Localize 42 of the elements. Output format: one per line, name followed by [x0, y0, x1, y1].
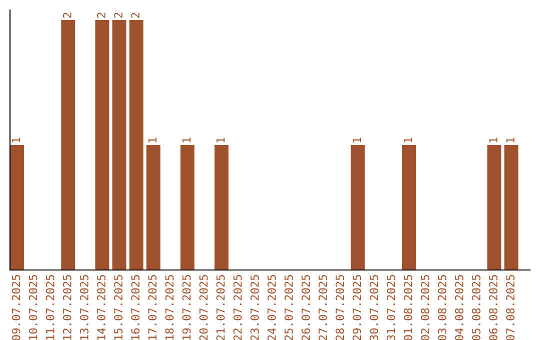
x-tick-label: 05.08.2025: [472, 275, 480, 340]
data-label: 1: [489, 138, 498, 142]
x-tick-label: 16.07.2025: [131, 275, 140, 340]
x-tick-label: 24.07.2025: [267, 275, 276, 340]
x-tick-label: 31.07.2025: [386, 275, 396, 340]
x-tick-label: 21.07.2025: [216, 275, 225, 340]
x-tick-label: 10.07.2025: [28, 275, 38, 340]
data-label: 1: [216, 138, 225, 142]
x-tick-label: 13.07.2025: [80, 275, 88, 340]
data-label: 1: [404, 138, 412, 142]
x-tick-label: 14.07.2025: [97, 275, 106, 340]
x-tick-label: 03.08.2025: [438, 275, 446, 340]
data-label: 1: [12, 138, 20, 142]
x-tick-label: 09.07.2025: [12, 275, 20, 340]
x-tick-label: 23.07.2025: [250, 275, 259, 340]
x-tick-label: 26.07.2025: [302, 275, 310, 340]
x-tick-label: 29.07.2025: [352, 275, 362, 340]
x-tick-label: 06.08.2025: [489, 275, 498, 340]
x-tick-label: 20.07.2025: [199, 275, 208, 340]
x-tick-label: 18.07.2025: [165, 275, 174, 340]
x-tick-label: 27.07.2025: [318, 275, 328, 340]
x-tick-label: 28.07.2025: [336, 275, 344, 340]
x-tick-label: 19.07.2025: [182, 275, 191, 340]
x-tick-label: 11.07.2025: [46, 275, 54, 340]
data-label: 2: [62, 12, 72, 18]
data-label: 1: [182, 138, 191, 142]
data-label: 2: [114, 12, 122, 18]
x-tick-label: 30.07.2025: [370, 275, 378, 340]
x-tick-label: 25.07.2025: [284, 275, 293, 340]
x-tick-label: 12.07.2025: [62, 275, 72, 340]
x-tick-label: 22.07.2025: [233, 275, 242, 340]
x-tick-label: 15.07.2025: [114, 275, 123, 340]
data-label: 1: [352, 138, 361, 142]
data-label: 2: [131, 12, 140, 18]
x-tick-label: 02.08.2025: [420, 275, 430, 340]
x-tick-label: 04.08.2025: [454, 275, 464, 340]
x-tick-label: 17.07.2025: [148, 275, 157, 340]
data-label: 1: [148, 138, 156, 142]
x-tick-label: 07.08.2025: [506, 275, 515, 340]
x-tick-label: 01.08.2025: [404, 275, 412, 340]
data-label: 1: [506, 138, 514, 142]
data-label: 2: [97, 12, 106, 18]
